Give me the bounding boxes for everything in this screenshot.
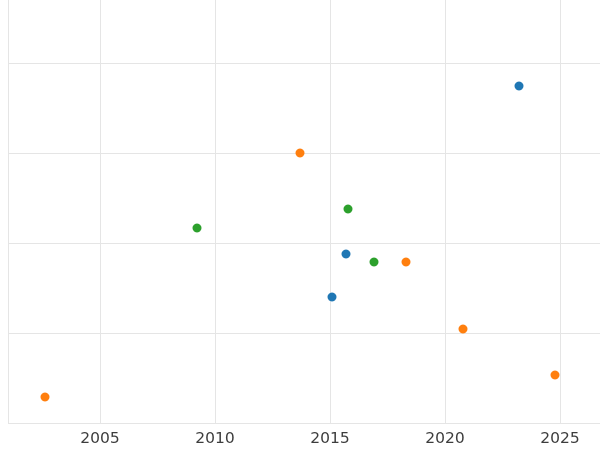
y-gridline (8, 243, 600, 244)
data-point-series-blue (514, 81, 524, 91)
data-point-series-blue (327, 292, 337, 302)
x-tick-label: 2010 (195, 429, 235, 447)
data-point-series-orange (458, 324, 468, 334)
data-point-series-green (192, 223, 202, 233)
data-point-series-orange (401, 257, 411, 267)
x-gridline (445, 0, 446, 423)
x-gridline (330, 0, 331, 423)
y-gridline (8, 333, 600, 334)
left-spine (8, 0, 9, 423)
y-gridline (8, 423, 600, 424)
x-tick-label: 2005 (80, 429, 120, 447)
data-point-series-blue (341, 249, 351, 259)
data-point-series-green (369, 257, 379, 267)
data-point-series-orange (550, 370, 560, 380)
y-gridline (8, 63, 600, 64)
x-gridline (100, 0, 101, 423)
data-point-series-orange (40, 392, 50, 402)
x-tick-label: 2020 (425, 429, 465, 447)
x-gridline (560, 0, 561, 423)
data-point-series-orange (295, 148, 305, 158)
x-gridline (215, 0, 216, 423)
x-tick-label: 2025 (540, 429, 580, 447)
x-tick-label: 2015 (310, 429, 350, 447)
data-point-series-green (343, 204, 353, 214)
